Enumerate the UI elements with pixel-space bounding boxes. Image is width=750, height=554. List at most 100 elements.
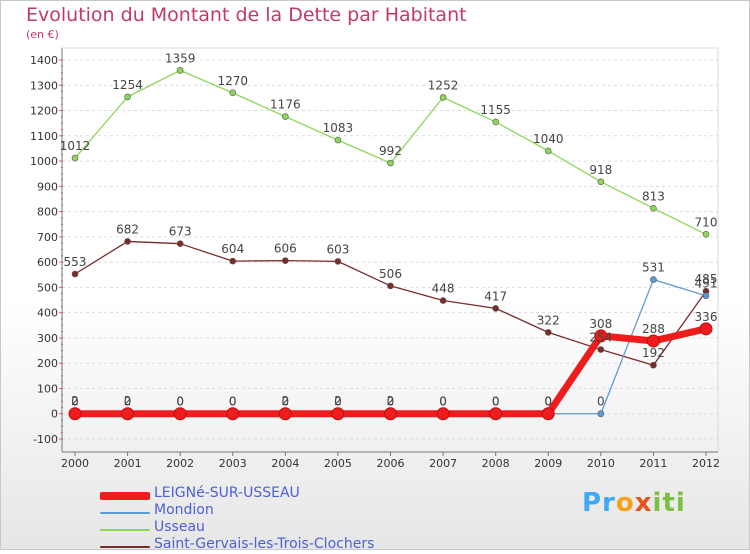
data-point (121, 407, 135, 421)
data-point (594, 329, 608, 343)
data-point (436, 407, 450, 421)
data-label: 0 (544, 395, 552, 409)
data-label: 0 (334, 395, 342, 409)
legend-swatch (100, 529, 150, 531)
y-tick-label: 400 (37, 307, 58, 320)
x-tick-label: 2006 (377, 457, 405, 470)
data-label: 673 (169, 225, 192, 239)
data-label: 0 (387, 395, 395, 409)
data-label: 1083 (323, 121, 354, 135)
data-point (544, 147, 552, 155)
data-label: 0 (229, 395, 237, 409)
data-point (124, 93, 131, 101)
data-label: 0 (439, 395, 447, 409)
data-point (702, 231, 710, 238)
data-label: 0 (544, 395, 552, 409)
y-tick-label: 100 (37, 382, 58, 395)
y-tick-label: 300 (37, 332, 58, 345)
x-tick-label: 2003 (219, 457, 247, 470)
data-label: 813 (642, 189, 665, 203)
x-tick-label: 2000 (61, 457, 89, 470)
data-label: 1252 (428, 78, 459, 92)
y-tick-label: 1100 (30, 130, 58, 143)
legend-label: Saint-Gervais-les-Trois-Clochers (154, 536, 375, 552)
x-tick-label: 2002 (166, 457, 194, 470)
data-point (384, 407, 397, 421)
y-tick-label: 700 (37, 231, 58, 244)
data-point (226, 407, 240, 421)
data-label: 0 (71, 395, 79, 409)
plot-area (61, 47, 719, 453)
y-tick-label: 600 (37, 256, 58, 269)
data-point (331, 407, 345, 421)
x-tick-label: 2012 (692, 457, 720, 470)
axes: -100010020030040050060070080090010001100… (30, 48, 720, 470)
data-label: 1012 (60, 139, 91, 153)
y-tick-label: 1300 (30, 79, 58, 92)
data-point (541, 407, 555, 421)
data-point (334, 258, 342, 265)
data-point (387, 159, 394, 167)
data-label: 485 (695, 272, 718, 286)
data-label: 254 (589, 331, 612, 345)
data-label: 1176 (270, 98, 301, 112)
data-point (71, 154, 79, 162)
data-point (229, 89, 237, 97)
data-point (492, 118, 499, 126)
proxiti-logo: Proxiti (582, 488, 686, 518)
data-label: 553 (64, 255, 87, 269)
data-label: 0 (492, 395, 500, 409)
legend-label: LEIGNé-SUR-USSEAU (154, 485, 300, 501)
data-point (173, 407, 187, 421)
data-label: 604 (221, 242, 244, 256)
data-point (439, 297, 447, 304)
logo-part: Pr (582, 488, 616, 518)
data-point (176, 240, 184, 247)
data-point (282, 113, 289, 120)
y-tick-label: -100 (33, 433, 58, 446)
chart-unit: (en €) (26, 28, 59, 41)
x-tick-label: 2005 (324, 457, 352, 470)
data-point (176, 67, 184, 74)
data-point (544, 329, 552, 336)
y-tick-label: 500 (37, 281, 58, 294)
data-point (699, 322, 713, 336)
data-label: 0 (176, 395, 184, 409)
data-label: 2 (387, 394, 395, 408)
x-tick-label: 2009 (534, 457, 562, 470)
data-label: 1254 (112, 78, 143, 92)
data-label: 0 (597, 395, 605, 409)
data-label: 2 (71, 394, 79, 408)
x-tick-label: 2011 (639, 457, 667, 470)
logo-part: x (634, 488, 653, 518)
data-label: 710 (695, 215, 718, 229)
data-point (334, 136, 342, 144)
y-tick-label: 900 (37, 180, 58, 193)
data-point (597, 410, 605, 418)
data-label: 0 (439, 395, 447, 409)
data-point (387, 282, 394, 290)
data-point (702, 292, 710, 300)
y-tick-label: 1400 (30, 54, 58, 67)
data-label: 506 (379, 267, 402, 281)
legend-swatch (100, 492, 150, 500)
data-point (489, 407, 503, 421)
logo-part: iti (652, 488, 686, 518)
data-label: 417 (484, 289, 507, 303)
legend-swatch (100, 546, 150, 548)
data-label: 0 (229, 395, 237, 409)
x-tick-label: 2001 (114, 457, 142, 470)
data-point (597, 178, 605, 186)
data-label: 0 (282, 395, 290, 409)
data-label: 322 (537, 313, 560, 327)
data-labels: 1012 1254 1359 1270 1176 1083 992 1252 1155 1040 9… (60, 51, 718, 408)
x-tick-label: 2010 (587, 457, 615, 470)
data-point (282, 257, 289, 264)
x-tick-label: 2008 (482, 457, 510, 470)
data-label: 448 (432, 282, 455, 296)
data-point (597, 346, 605, 353)
legend-label: Mondion (154, 502, 214, 518)
data-point (650, 276, 657, 283)
data-label: 1359 (165, 51, 196, 65)
data-label: 603 (326, 242, 349, 256)
